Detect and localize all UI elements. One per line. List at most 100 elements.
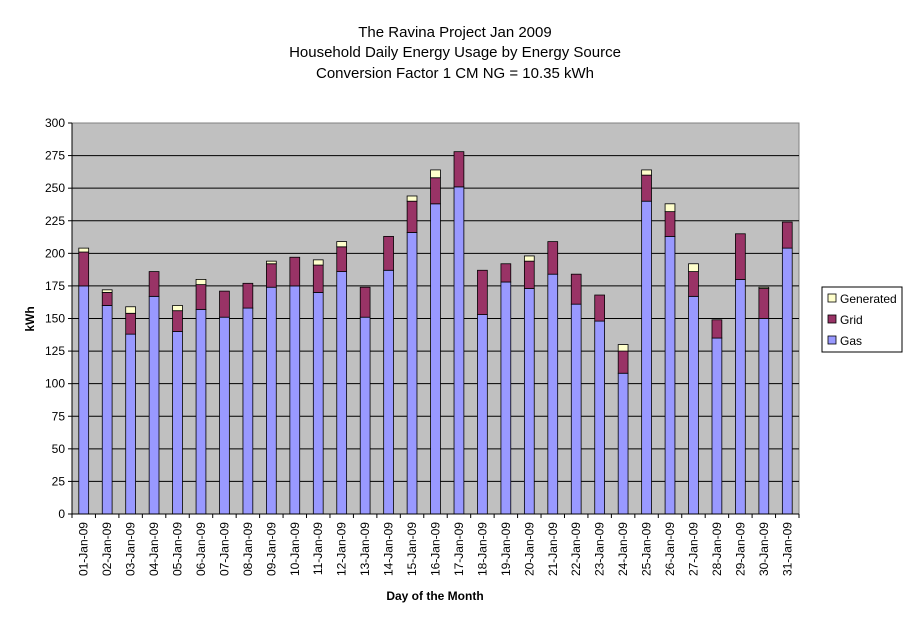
y-tick-label: 100 xyxy=(45,377,65,391)
bar-gas-12-jan-09 xyxy=(336,271,348,515)
bar-gas-11-jan-09 xyxy=(312,292,324,515)
x-axis-title: Day of the Month xyxy=(386,589,483,603)
bar-generated-24-jan-09 xyxy=(617,344,629,352)
chart-title-line-1: The Ravina Project Jan 2009 xyxy=(358,24,551,41)
y-tick-label: 300 xyxy=(45,116,65,130)
x-tick-label: 03-Jan-09 xyxy=(124,522,138,576)
y-tick-label: 225 xyxy=(45,214,65,228)
legend-swatch-generated xyxy=(827,293,837,303)
bar-generated-16-jan-09 xyxy=(430,169,441,179)
x-tick-label: 29-Jan-09 xyxy=(733,522,747,576)
bar-grid-27-jan-09 xyxy=(688,271,699,297)
bar-gas-24-jan-09 xyxy=(617,372,629,515)
bar-gas-21-jan-09 xyxy=(547,273,559,515)
bar-grid-16-jan-09 xyxy=(430,177,441,205)
y-tick-label: 275 xyxy=(45,149,65,163)
y-axis-ticks: 0 25 50 75 100 125 150 175 200 225 250 275 300 xyxy=(45,116,799,521)
bar-gas-30-jan-09 xyxy=(758,318,770,515)
bar-gas-16-jan-09 xyxy=(430,203,441,515)
bar-generated-12-jan-09 xyxy=(336,241,348,248)
bar-generated-30-jan-09 xyxy=(758,286,770,289)
bar-gas-10-jan-09 xyxy=(289,285,301,515)
bar-grid-31-jan-09 xyxy=(781,221,793,249)
bar-grid-05-jan-09 xyxy=(172,310,183,332)
bar-grid-14-jan-09 xyxy=(383,235,394,271)
bar-grid-11-jan-09 xyxy=(312,264,324,293)
y-tick-label: 150 xyxy=(45,312,65,326)
bar-gas-05-jan-09 xyxy=(172,331,183,515)
x-tick-label: 09-Jan-09 xyxy=(264,522,278,576)
bar-grid-15-jan-09 xyxy=(406,200,418,233)
bar-grid-13-jan-09 xyxy=(359,286,371,318)
bar-gas-13-jan-09 xyxy=(359,316,371,515)
bar-gas-02-jan-09 xyxy=(101,305,113,515)
bar-grid-17-jan-09 xyxy=(453,151,465,188)
x-tick-label: 14-Jan-09 xyxy=(382,522,396,576)
bar-gas-31-jan-09 xyxy=(781,247,793,515)
bar-gas-06-jan-09 xyxy=(195,308,207,515)
bar-generated-03-jan-09 xyxy=(125,306,136,314)
bars xyxy=(78,151,793,515)
x-tick-label: 15-Jan-09 xyxy=(405,522,419,576)
bar-gas-26-jan-09 xyxy=(664,235,676,515)
bar-gas-09-jan-09 xyxy=(266,286,277,515)
x-tick-label: 12-Jan-09 xyxy=(335,522,349,576)
y-tick-label: 200 xyxy=(45,246,65,260)
bar-generated-20-jan-09 xyxy=(523,255,535,262)
bar-grid-18-jan-09 xyxy=(477,269,488,315)
legend-label-grid: Grid xyxy=(840,313,863,327)
legend-swatch-grid xyxy=(827,314,837,324)
bar-grid-26-jan-09 xyxy=(664,211,676,237)
x-tick-label: 17-Jan-09 xyxy=(452,522,466,576)
bar-gas-18-jan-09 xyxy=(477,314,488,515)
x-tick-label: 01-Jan-09 xyxy=(77,522,91,576)
y-axis-title: kWh xyxy=(23,306,37,331)
bar-grid-19-jan-09 xyxy=(500,263,512,283)
y-tick-label: 25 xyxy=(52,474,66,488)
chart-title-line-2: Household Daily Energy Usage by Energy S… xyxy=(289,44,621,61)
bar-grid-25-jan-09 xyxy=(641,174,652,202)
x-tick-label: 28-Jan-09 xyxy=(710,522,724,576)
bar-gas-15-jan-09 xyxy=(406,232,418,515)
bar-generated-05-jan-09 xyxy=(172,305,183,312)
bar-grid-23-jan-09 xyxy=(594,294,605,322)
x-tick-label: 13-Jan-09 xyxy=(358,522,372,576)
bar-generated-06-jan-09 xyxy=(195,278,207,286)
y-tick-label: 0 xyxy=(58,507,65,521)
bar-gas-14-jan-09 xyxy=(383,269,394,515)
x-tick-label: 02-Jan-09 xyxy=(100,522,114,576)
x-tick-label: 10-Jan-09 xyxy=(288,522,302,576)
x-tick-label: 07-Jan-09 xyxy=(217,522,231,576)
bar-gas-08-jan-09 xyxy=(242,307,254,515)
bar-gas-04-jan-09 xyxy=(148,295,160,515)
bar-generated-01-jan-09 xyxy=(78,247,90,253)
bar-grid-21-jan-09 xyxy=(547,241,559,275)
bar-gas-03-jan-09 xyxy=(125,333,136,515)
bar-grid-06-jan-09 xyxy=(195,284,207,310)
legend: Generated Grid Gas xyxy=(821,286,903,353)
x-tick-label: 24-Jan-09 xyxy=(616,522,630,576)
x-tick-label: 27-Jan-09 xyxy=(686,522,700,576)
y-tick-label: 50 xyxy=(52,442,66,456)
bar-grid-22-jan-09 xyxy=(570,273,582,305)
bar-grid-02-jan-09 xyxy=(101,292,113,306)
bar-generated-02-jan-09 xyxy=(101,289,113,293)
bar-generated-27-jan-09 xyxy=(688,263,699,272)
bar-generated-15-jan-09 xyxy=(406,195,418,202)
chart-title-line-3: Conversion Factor 1 CM NG = 10.35 kWh xyxy=(316,65,594,82)
bar-generated-11-jan-09 xyxy=(312,259,324,266)
bar-gas-29-jan-09 xyxy=(735,278,746,515)
bar-gas-25-jan-09 xyxy=(641,200,652,515)
x-tick-label: 05-Jan-09 xyxy=(171,522,185,576)
bar-gas-20-jan-09 xyxy=(523,288,535,515)
x-tick-label: 19-Jan-09 xyxy=(499,522,513,576)
bar-gas-19-jan-09 xyxy=(500,281,512,515)
x-tick-label: 04-Jan-09 xyxy=(147,522,161,576)
bar-grid-09-jan-09 xyxy=(266,263,277,288)
bar-gas-07-jan-09 xyxy=(219,316,230,515)
x-tick-label: 23-Jan-09 xyxy=(593,522,607,576)
bar-grid-03-jan-09 xyxy=(125,312,136,335)
legend-label-generated: Generated xyxy=(840,292,897,306)
x-tick-label: 21-Jan-09 xyxy=(546,522,560,576)
bar-generated-25-jan-09 xyxy=(641,169,652,176)
